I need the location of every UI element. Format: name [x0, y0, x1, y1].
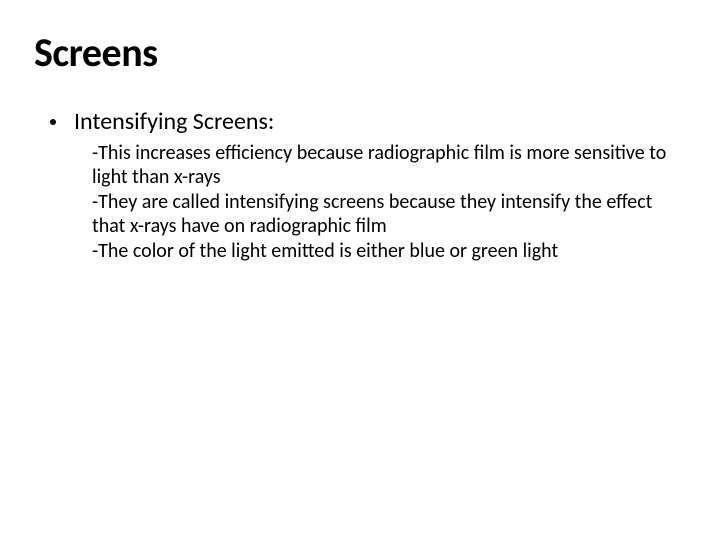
slide-body: Intensifying Screens: -This increases ef…	[50, 107, 686, 263]
bullet-item: Intensifying Screens:	[50, 107, 686, 137]
sub-line: -This increases efficiency because radio…	[92, 141, 682, 190]
sub-line: -The color of the light emitted is eithe…	[92, 239, 682, 263]
slide-title: Screens	[34, 28, 686, 77]
slide: Screens Intensifying Screens: -This incr…	[0, 0, 720, 540]
bullet-heading: Intensifying Screens:	[74, 107, 274, 137]
bullet-subcontent: -This increases efficiency because radio…	[92, 141, 682, 263]
bullet-icon	[50, 119, 56, 125]
sub-line: -They are called intensifying screens be…	[92, 190, 682, 239]
